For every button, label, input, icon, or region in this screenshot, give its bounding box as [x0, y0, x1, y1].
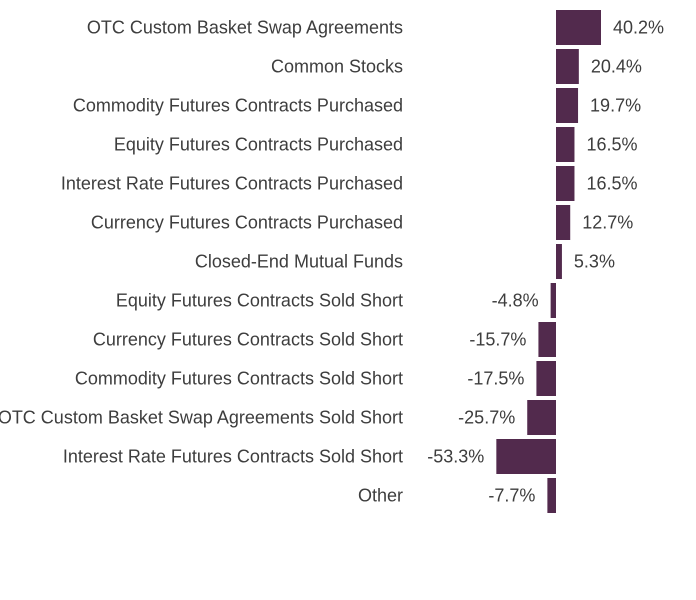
bar — [547, 478, 556, 513]
category-label: Closed-End Mutual Funds — [195, 252, 403, 272]
category-label: OTC Custom Basket Swap Agreements — [87, 18, 403, 38]
bar — [556, 244, 562, 279]
value-label: -15.7% — [469, 330, 526, 350]
category-label: Commodity Futures Contracts Sold Short — [75, 369, 403, 389]
bars — [496, 10, 601, 513]
bar — [496, 439, 556, 474]
category-label: Currency Futures Contracts Purchased — [91, 213, 403, 233]
category-label: Equity Futures Contracts Purchased — [114, 135, 403, 155]
value-label: 40.2% — [613, 18, 664, 38]
bar — [556, 10, 601, 45]
bar — [538, 322, 556, 357]
value-label: 16.5% — [586, 135, 637, 155]
category-label: Commodity Futures Contracts Purchased — [73, 96, 403, 116]
category-label: Other — [358, 486, 403, 506]
category-label: OTC Custom Basket Swap Agreements Sold S… — [0, 408, 403, 428]
bar — [556, 166, 575, 201]
bar — [556, 205, 571, 240]
value-label: -17.5% — [467, 369, 524, 389]
value-labels: 40.2% 20.4% 19.7% 16.5% 16.5% 12.7% 5.3% -4.8% -… — [427, 18, 664, 506]
category-label: Common Stocks — [271, 57, 403, 77]
value-label: -4.8% — [492, 291, 539, 311]
bar — [527, 400, 556, 435]
category-labels: OTC Custom Basket Swap Agreements Common … — [0, 18, 403, 506]
category-label: Interest Rate Futures Contracts Sold Sho… — [63, 447, 403, 467]
value-label: -7.7% — [488, 486, 535, 506]
value-label: 5.3% — [574, 252, 615, 272]
bar — [556, 88, 579, 123]
bar — [550, 283, 556, 318]
value-label: 16.5% — [586, 174, 637, 194]
bar — [536, 361, 556, 396]
category-label: Equity Futures Contracts Sold Short — [116, 291, 403, 311]
bar — [556, 127, 575, 162]
value-label: -53.3% — [427, 447, 484, 467]
value-label: 19.7% — [590, 96, 641, 116]
value-label: -25.7% — [458, 408, 515, 428]
value-label: 20.4% — [591, 57, 642, 77]
bar — [556, 49, 579, 84]
category-label: Interest Rate Futures Contracts Purchase… — [61, 174, 403, 194]
category-label: Currency Futures Contracts Sold Short — [93, 330, 403, 350]
value-label: 12.7% — [582, 213, 633, 233]
